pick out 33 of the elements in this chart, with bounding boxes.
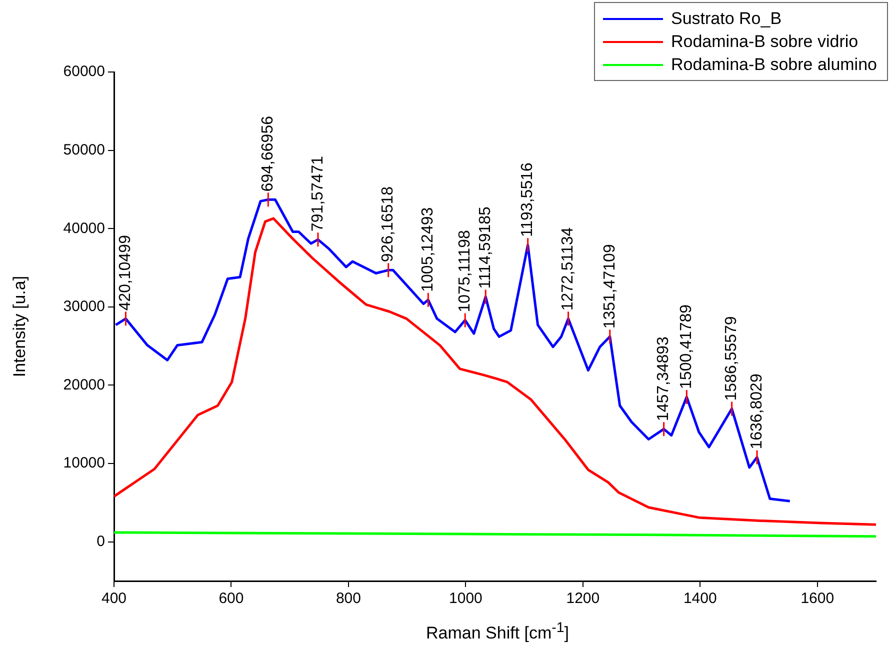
x-tick-label: 800 (336, 590, 361, 608)
x-tick-label: 1400 (683, 590, 717, 608)
x-tick-label: 600 (218, 590, 244, 608)
annotation: 1586,55579 (723, 316, 740, 401)
annotation: 1351,47109 (601, 244, 618, 329)
annotation: 1500,41789 (678, 304, 696, 389)
x-tick-label: 1000 (449, 590, 482, 608)
annotation: 1272,51134 (560, 227, 577, 311)
y-tick-label: 0 (96, 532, 105, 550)
annotation: 1114,59185 (477, 206, 494, 289)
x-tick-label: 1200 (566, 590, 600, 608)
y-axis-title: Intensity [u.a] (10, 276, 29, 378)
x-axis-title: Raman Shift [cm$^{-1}$] (425, 620, 570, 644)
annotation: 1193,5516 (519, 162, 536, 238)
annotation: 694,66956 (260, 116, 277, 192)
legend-label: Sustrato Ro_B (671, 8, 782, 30)
x-tick-label: 1600 (800, 590, 834, 608)
annotation: 1457,34893 (655, 336, 672, 422)
y-tick-label: 10000 (63, 454, 105, 472)
legend-label: Rodamina-B sobre vidrio (671, 31, 858, 53)
annotation: 420,10499 (117, 234, 134, 311)
y-tick-label: 20000 (63, 376, 105, 394)
y-tick-label: 60000 (63, 63, 105, 80)
annotation: 926,16518 (380, 186, 397, 262)
y-tick-label: 40000 (63, 220, 105, 237)
annotation: 1636,8029 (748, 374, 766, 450)
y-tick-label: 50000 (63, 141, 105, 158)
x-tick-label: 400 (101, 590, 127, 608)
legend-label: Rodamina-B sobre alumino (671, 54, 877, 76)
annotation: 1075,11198 (456, 230, 474, 312)
y-tick-label: 30000 (63, 298, 105, 316)
annotation: 791,57471 (309, 156, 326, 232)
annotation: 1005,12493 (420, 207, 437, 292)
